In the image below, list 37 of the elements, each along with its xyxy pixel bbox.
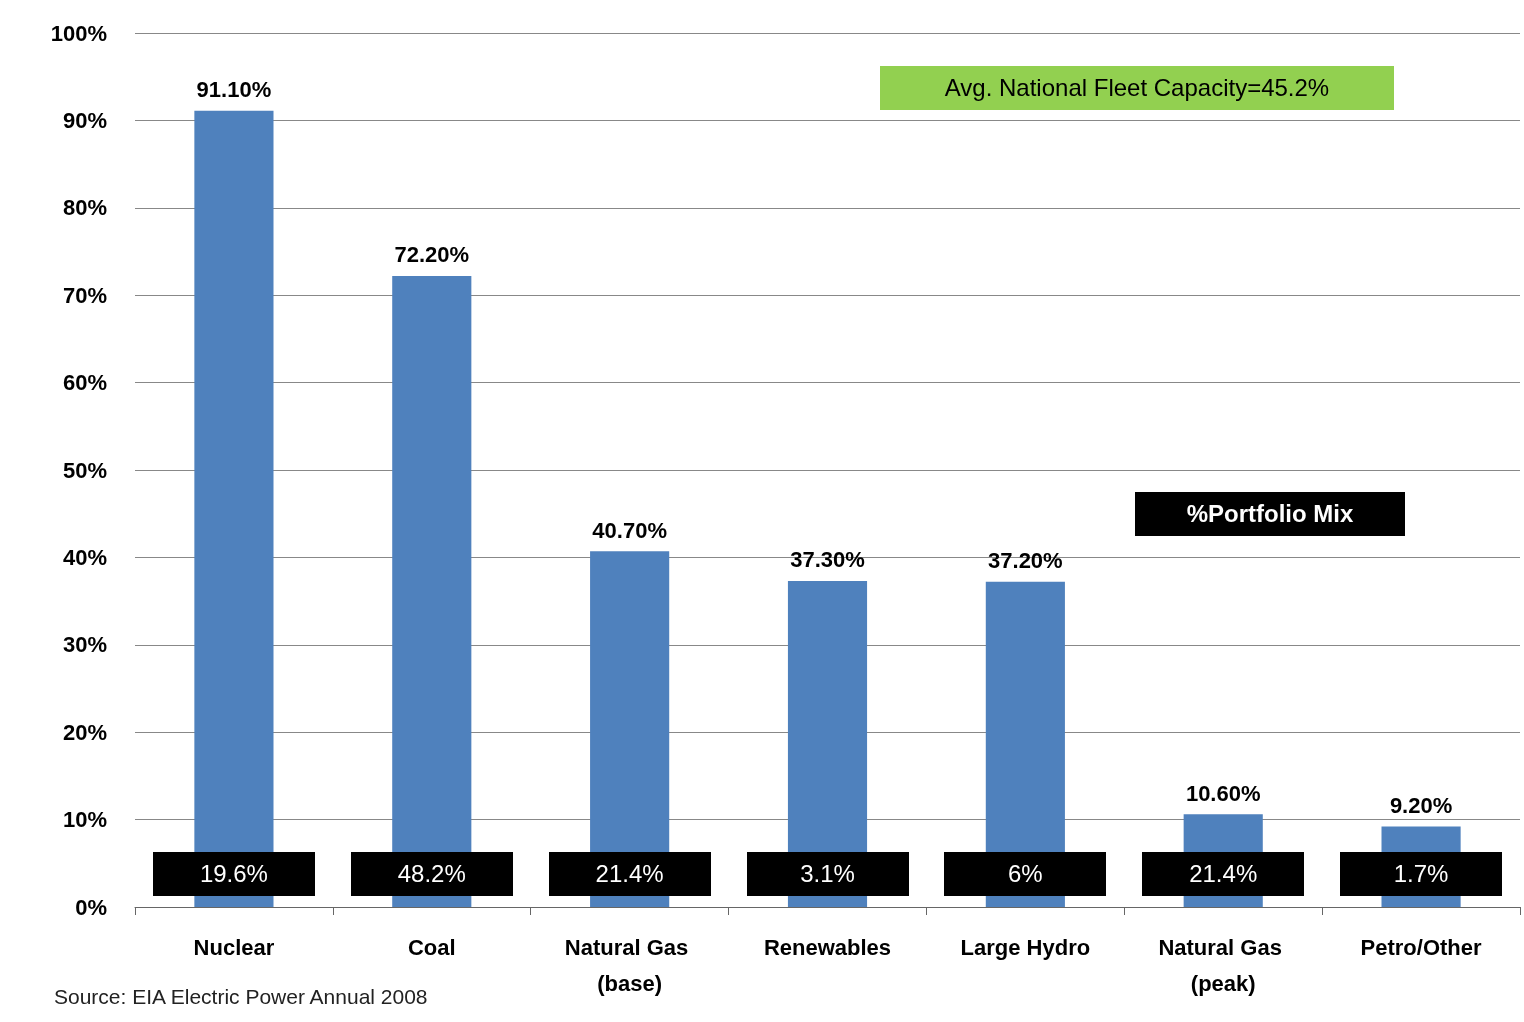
- data-label: 9.20%: [1389, 793, 1453, 819]
- y-tick-label: 50%: [62, 457, 107, 483]
- x-tick-label: Large Hydro: [960, 934, 1091, 960]
- bar: [392, 275, 472, 907]
- y-tick-label: 10%: [62, 807, 107, 833]
- label-box: Avg. National Fleet Capacity=45.2%: [880, 66, 1394, 110]
- x-tick-label: Renewables: [763, 934, 892, 960]
- y-tick-label: 80%: [62, 195, 107, 221]
- data-label: 37.20%: [988, 548, 1063, 574]
- data-label: 37.30%: [790, 547, 865, 573]
- x-tick-label: Natural Gas (peak): [1158, 934, 1289, 996]
- x-tick-label: Natural Gas (base): [564, 934, 695, 996]
- data-label: 10.60%: [1185, 780, 1261, 806]
- data-label: 40.70%: [592, 517, 667, 543]
- y-tick-label: 0%: [75, 894, 107, 920]
- x-tick-label: Coal: [407, 934, 456, 960]
- data-label: 72.20%: [394, 242, 470, 268]
- data-label: 91.10%: [196, 77, 272, 103]
- y-tick-label: 60%: [62, 370, 107, 396]
- y-tick-label: 40%: [62, 544, 107, 570]
- y-tick-label: 20%: [62, 719, 107, 745]
- x-tick-label: Nuclear: [193, 934, 275, 960]
- label-box: 48.2%: [350, 851, 513, 896]
- y-tick-label: 100%: [50, 20, 107, 46]
- label-box: 6%: [944, 851, 1107, 896]
- y-tick-label: 90%: [62, 107, 107, 133]
- label-box: 19.6%: [152, 851, 315, 896]
- x-tick-label: Petro/Other: [1360, 934, 1483, 960]
- y-tick-label: 30%: [62, 632, 107, 658]
- y-tick-label: 70%: [62, 282, 107, 308]
- bar: [194, 110, 274, 907]
- label-box: 3.1%: [746, 851, 909, 896]
- source-note: Source: EIA Electric Power Annual 2008: [54, 984, 428, 1008]
- label-box: 21.4%: [548, 851, 711, 896]
- label-box: %Portfolio Mix: [1135, 492, 1405, 536]
- label-box: 1.7%: [1340, 851, 1503, 896]
- label-box: 21.4%: [1142, 851, 1305, 896]
